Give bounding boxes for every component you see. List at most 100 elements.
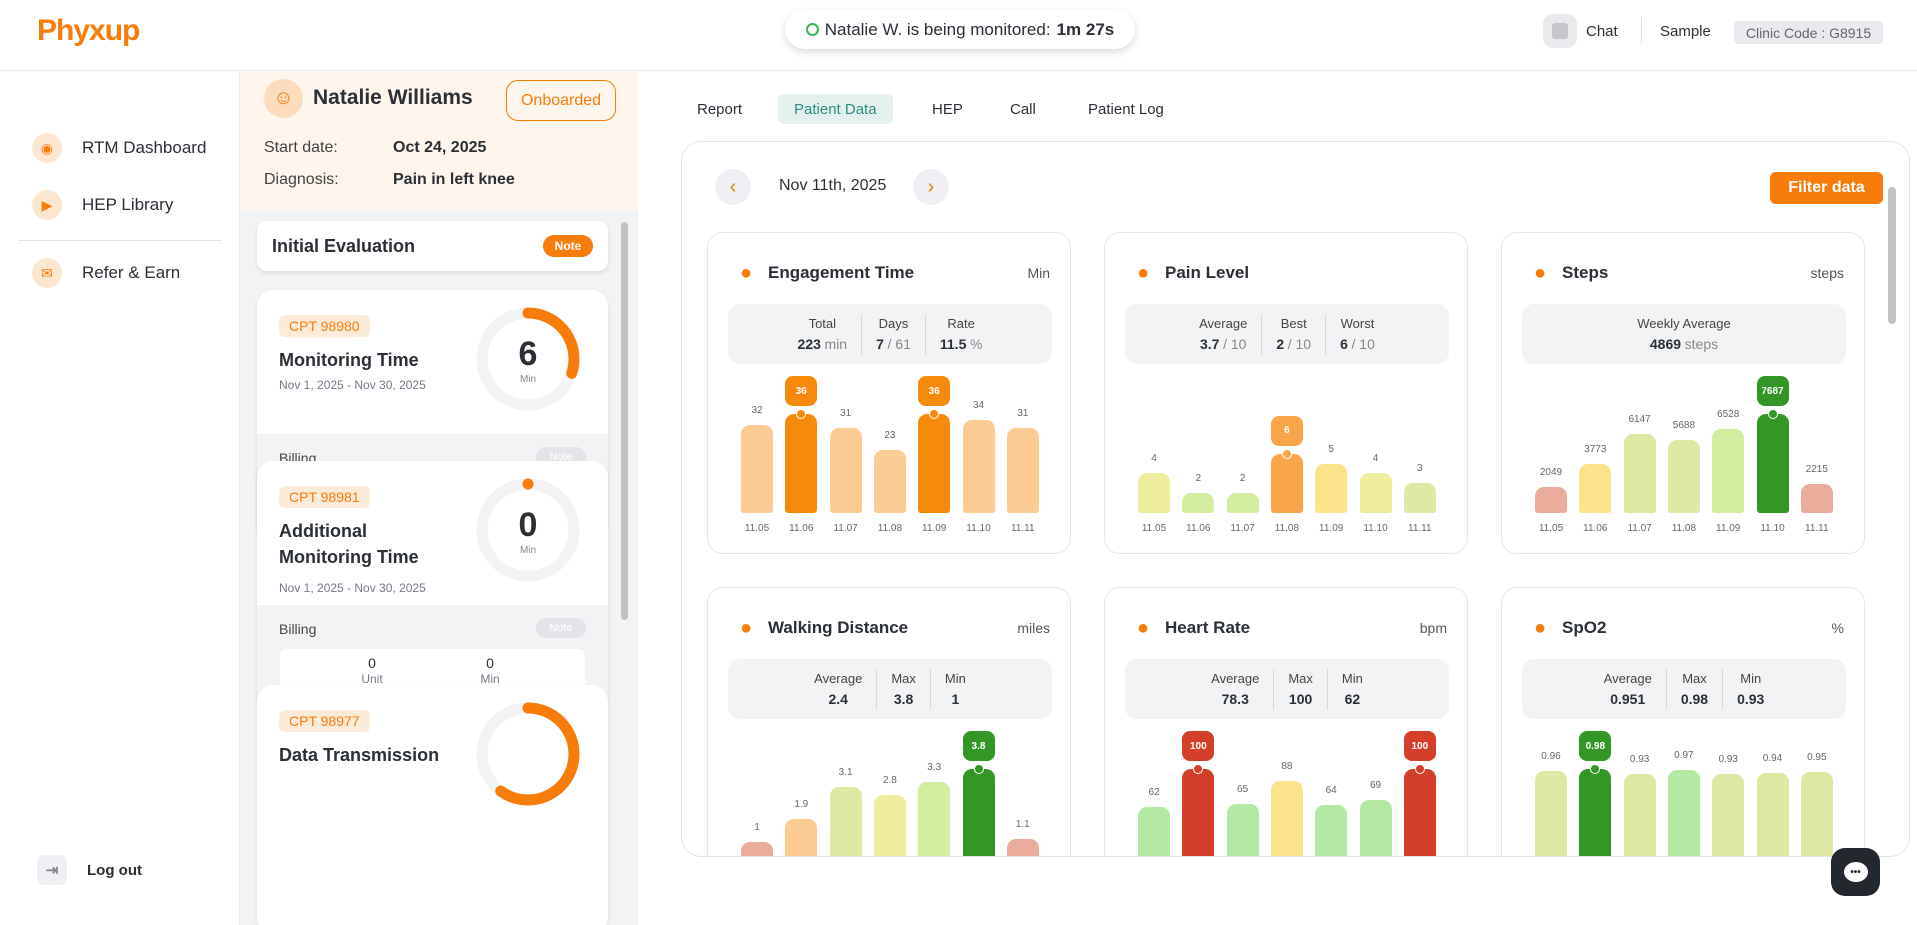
bar[interactable]	[1756, 414, 1789, 513]
billing-minutes: 0 Min	[430, 655, 550, 687]
bar[interactable]	[1182, 769, 1215, 856]
bar[interactable]	[1359, 799, 1392, 856]
logo[interactable]: Phyxup	[37, 14, 140, 47]
units-value: 0	[368, 655, 376, 671]
chat-fab-button[interactable]: •••	[1831, 848, 1880, 896]
bar[interactable]	[785, 818, 818, 856]
note-button[interactable]: Note	[543, 235, 593, 257]
bar-value-label: 0.96	[1541, 751, 1561, 763]
bar-marker	[929, 409, 940, 419]
bar-marker	[1590, 764, 1601, 774]
message-icon: •••	[1843, 862, 1868, 882]
bar[interactable]	[741, 425, 773, 513]
bar[interactable]	[1138, 806, 1170, 856]
bar[interactable]	[1403, 769, 1436, 856]
x-tick-label: 11.05	[744, 523, 770, 534]
bar[interactable]	[1579, 769, 1612, 856]
bar[interactable]	[1712, 774, 1745, 856]
bar[interactable]	[829, 427, 862, 513]
stat-value: 0.98	[1681, 689, 1708, 710]
bar[interactable]	[1359, 473, 1392, 513]
bar-value-label: 2	[1195, 473, 1202, 485]
bar[interactable]	[918, 782, 951, 856]
bar[interactable]	[1623, 433, 1656, 513]
chat-label[interactable]: Chat	[1586, 23, 1618, 40]
bar[interactable]	[1800, 484, 1833, 513]
bar[interactable]	[1226, 803, 1259, 856]
tab-patient-data[interactable]: Patient Data	[778, 94, 893, 124]
bar-marker	[1281, 448, 1292, 459]
bar-value-label: 2	[1239, 473, 1246, 485]
scrollbar[interactable]	[621, 222, 628, 620]
sample-label[interactable]: Sample	[1660, 23, 1711, 40]
bar[interactable]	[1138, 473, 1170, 513]
play-icon: ▶	[32, 190, 62, 220]
top-header: Phyxup Natalie W. is being monitored: 1m…	[0, 0, 1917, 71]
monitor-time: 1m 27s	[1056, 19, 1115, 39]
tab-report[interactable]: Report	[697, 100, 743, 118]
x-tick-label: 11.09	[1319, 523, 1344, 534]
bar[interactable]	[1535, 486, 1567, 513]
stat-number: 2	[1276, 335, 1285, 352]
bar-value-badge: 7687	[1756, 376, 1789, 406]
status-badge: Onboarded	[506, 80, 616, 121]
bar[interactable]	[1315, 804, 1348, 856]
stat-value: 3.8	[891, 689, 916, 710]
tab-patient-log[interactable]: Patient Log	[1088, 100, 1164, 118]
sidebar-item-hep-library[interactable]: ▶ HEP Library	[32, 190, 173, 220]
stat-number: 3.8	[893, 690, 914, 707]
bar[interactable]	[873, 449, 906, 513]
bar[interactable]	[1006, 839, 1039, 856]
stats-box: Average 0.951 Max 0.98 Min 0.93	[1522, 659, 1846, 719]
bar[interactable]	[1800, 772, 1833, 856]
bar-value-label: 1.1	[1015, 819, 1030, 831]
filter-data-button[interactable]: Filter data	[1770, 172, 1883, 204]
billing-label: Billing	[279, 621, 317, 637]
bar[interactable]	[1623, 774, 1656, 856]
chart-card-heart-rate: ● Heart Rate bpm Average 78.3 Max 100 Min 62 6…	[1104, 587, 1468, 856]
stat-suffix: min	[824, 335, 848, 352]
bar[interactable]	[1535, 771, 1567, 856]
bar[interactable]	[873, 795, 906, 856]
bar-value-label: 1.9	[794, 798, 809, 810]
bar[interactable]	[962, 769, 995, 856]
bar[interactable]	[829, 787, 862, 856]
prev-date-button[interactable]: ‹	[715, 169, 751, 205]
chart-title: Walking Distance	[768, 618, 909, 637]
bar[interactable]	[1712, 428, 1745, 513]
bar[interactable]	[1226, 493, 1259, 513]
bar-marker	[1414, 764, 1425, 774]
stat: Average 3.7 / 10	[1185, 314, 1261, 355]
ring-progress	[476, 702, 580, 806]
bar[interactable]	[1270, 453, 1303, 513]
x-tick-label: 11.11	[1011, 523, 1035, 534]
bar[interactable]	[1403, 483, 1436, 513]
billing-note-button[interactable]: Note	[536, 618, 586, 638]
stat: Average 2.4	[800, 669, 876, 710]
tab-hep[interactable]: HEP	[932, 100, 963, 118]
sidebar-item-rtm-dashboard[interactable]: ◉ RTM Dashboard	[32, 133, 206, 163]
divider	[18, 240, 222, 241]
bar[interactable]	[1006, 427, 1039, 513]
bar[interactable]	[785, 414, 818, 513]
start-date-label: Start date:	[264, 139, 338, 156]
minutes-value: 0	[486, 655, 494, 671]
bar[interactable]	[1315, 463, 1348, 513]
bar[interactable]	[962, 419, 995, 513]
bar-value-label: 31	[840, 407, 852, 419]
next-date-button[interactable]: ›	[913, 169, 949, 205]
bar-value-label: 23	[884, 429, 896, 441]
chat-button[interactable]	[1543, 14, 1577, 48]
bar[interactable]	[1667, 770, 1700, 856]
bar[interactable]	[1667, 439, 1700, 513]
bar[interactable]	[1182, 493, 1215, 513]
sidebar-item-refer-earn[interactable]: ✉ Refer & Earn	[32, 258, 180, 288]
bar[interactable]	[1579, 464, 1612, 513]
bar[interactable]	[741, 841, 773, 856]
tab-call[interactable]: Call	[1010, 100, 1036, 118]
logout-button[interactable]: ⇥ Log out	[37, 855, 142, 885]
bar[interactable]	[918, 414, 951, 513]
bar[interactable]	[1756, 773, 1789, 856]
bar[interactable]	[1270, 780, 1303, 856]
scrollbar[interactable]	[1888, 187, 1896, 324]
